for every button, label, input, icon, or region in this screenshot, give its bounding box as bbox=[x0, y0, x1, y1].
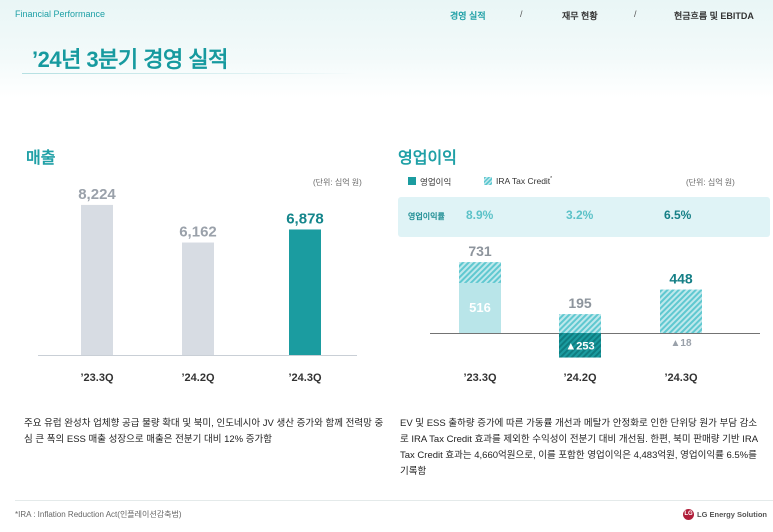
op-profit-unit: (단위: 십억 원) bbox=[686, 178, 735, 187]
ira-credit-bar bbox=[660, 289, 702, 333]
revenue-unit: (단위: 십억 원) bbox=[313, 178, 362, 187]
op-profit-total-label: 731 bbox=[468, 243, 492, 259]
nav-separator: / bbox=[634, 9, 637, 19]
legend-swatch-op-profit bbox=[408, 177, 416, 185]
op-profit-tick-label: ’24.2Q bbox=[563, 372, 596, 384]
revenue-bar bbox=[182, 242, 214, 355]
op-profit-ex-ira-label: ▲18 bbox=[670, 338, 691, 349]
revenue-tick-label: ’24.3Q bbox=[288, 372, 321, 384]
ira-credit-bar bbox=[459, 262, 501, 283]
margin-value: 8.9% bbox=[466, 208, 494, 222]
revenue-bar-label: 6,878 bbox=[286, 210, 324, 227]
op-profit-bar-ex-ira-negative bbox=[559, 333, 601, 358]
nav-item-financial-status[interactable]: 재무 현황 bbox=[562, 11, 598, 21]
header-background bbox=[0, 0, 773, 98]
revenue-bar-label: 6,162 bbox=[179, 224, 217, 241]
legend-swatch-ira bbox=[484, 177, 492, 185]
revenue-bar bbox=[289, 229, 321, 355]
page-title: ’24년 3분기 경영 실적 bbox=[32, 47, 228, 72]
footer-divider bbox=[15, 500, 773, 501]
legend-label-ira: IRA Tax Credit* bbox=[496, 176, 553, 186]
margin-value: 3.2% bbox=[566, 208, 594, 222]
logo-text: LG Energy Solution bbox=[697, 510, 768, 519]
revenue-tick-label: ’23.3Q bbox=[80, 372, 113, 384]
op-profit-ex-ira-label: 516 bbox=[469, 300, 491, 315]
op-profit-bar-ex-ira bbox=[459, 282, 501, 333]
top-navigation: 경영 실적 / 재무 현황 / 현금흐름 및 EBITDA bbox=[430, 9, 760, 23]
op-profit-description: EV 및 ESS 출하량 증가에 따른 가동률 개선과 메탈가 안정화로 인한 … bbox=[400, 418, 758, 477]
nav-separator: / bbox=[520, 9, 523, 19]
op-profit-tick-label: ’24.3Q bbox=[664, 372, 697, 384]
margin-band bbox=[398, 197, 770, 237]
revenue-tick-label: ’24.2Q bbox=[181, 372, 214, 384]
logo-icon: LG bbox=[683, 509, 694, 520]
op-profit-tick-label: ’23.3Q bbox=[463, 372, 496, 384]
ira-credit-bar bbox=[559, 314, 601, 333]
margin-label: 영업이익률 bbox=[408, 212, 445, 221]
nav-item-cashflow-ebitda[interactable]: 현금흐름 및 EBITDA bbox=[674, 11, 754, 21]
title-underline bbox=[22, 73, 357, 74]
revenue-bar-label: 8,224 bbox=[78, 186, 116, 203]
revenue-description: 주요 유럽 완성차 업체향 공급 물량 확대 및 북미, 인도네시아 JV 생산… bbox=[24, 418, 384, 445]
margin-value: 6.5% bbox=[664, 208, 692, 222]
legend-label-op-profit: 영업이익 bbox=[420, 177, 452, 187]
op-profit-total-label: 195 bbox=[568, 295, 592, 311]
op-profit-total-label: 448 bbox=[669, 271, 693, 287]
brand-label: Financial Performance bbox=[15, 9, 106, 19]
revenue-section-title: 매출 bbox=[26, 150, 56, 167]
revenue-bar bbox=[81, 204, 113, 355]
nav-item-performance[interactable]: 경영 실적 bbox=[450, 11, 486, 21]
footnote: *IRA : Inflation Reduction Act(인플레이션감축법) bbox=[15, 510, 182, 519]
op-profit-section-title: 영업이익 bbox=[398, 150, 457, 167]
op-profit-ex-ira-label: ▲253 bbox=[565, 340, 594, 352]
